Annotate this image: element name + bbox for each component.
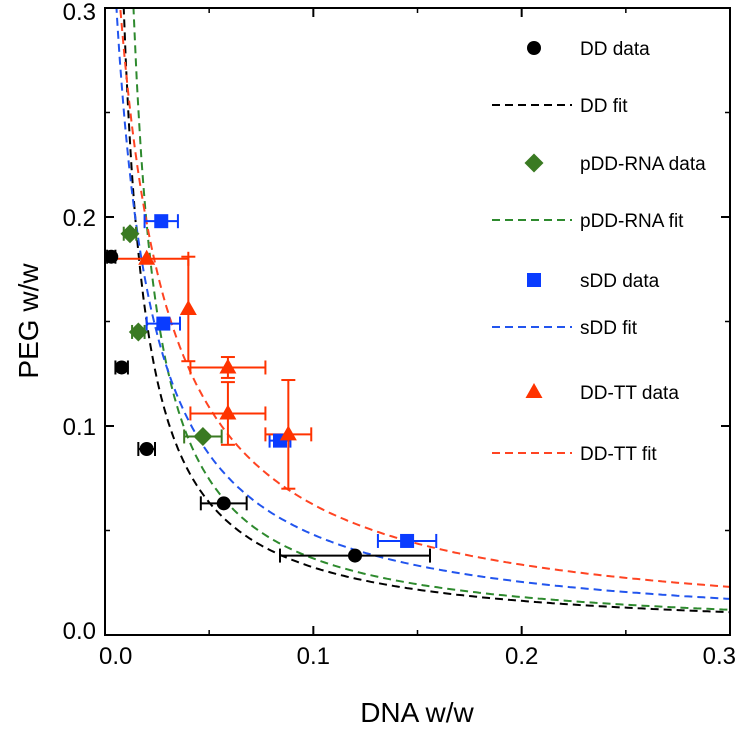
axis-ticks: 0.00.0 0.1 0.1 0.2 0.2 0.3 0.3	[63, 0, 736, 670]
data-point-dd-tt-data	[219, 358, 237, 374]
fit-curve-dd-tt-fit	[119, 8, 730, 588]
legend: DD data DD fit pDD-RNA data pDD-RNA fit sDD …	[492, 39, 706, 465]
x-tick-label: 0.2	[505, 643, 538, 670]
fit-curve-sdd-fit	[115, 8, 730, 600]
data-point-pdd-rna-data	[128, 322, 148, 342]
legend-label-pdd-rna-fit: pDD-RNA fit	[580, 211, 684, 232]
data-point-dd-data	[348, 548, 362, 563]
legend-marker-sdd-data	[527, 273, 541, 287]
data-point-dd-data	[114, 360, 129, 375]
data-point-sdd-data	[400, 533, 415, 548]
y-axis-title: PEG w/w	[13, 263, 44, 379]
y-tick-label: 0.0	[63, 618, 96, 645]
legend-label-sdd-fit: sDD fit	[580, 318, 638, 339]
legend-label-dd-data: DD data	[580, 39, 650, 60]
x-tick-label: 0.1	[297, 643, 330, 670]
fit-curve-dd-fit	[122, 8, 730, 614]
data-point-pdd-rna-data	[120, 224, 140, 244]
data-point-dd-data	[216, 496, 231, 511]
x-axis-title: DNA w/w	[360, 697, 474, 728]
data-points	[104, 214, 415, 563]
legend-label-dd-fit: DD fit	[580, 96, 628, 117]
data-point-sdd-data	[156, 316, 171, 331]
data-point-sdd-data	[154, 214, 169, 229]
x-tick-label: 0.0	[99, 643, 132, 670]
data-point-dd-data	[104, 249, 119, 264]
y-tick-label: 0.1	[63, 414, 96, 441]
legend-label-pdd-rna-data: pDD-RNA data	[580, 154, 706, 175]
data-point-dd-tt-data	[138, 249, 156, 265]
data-point-dd-tt-data	[179, 299, 197, 315]
legend-marker-dd-data	[527, 41, 541, 55]
data-point-pdd-rna-data	[193, 426, 213, 446]
data-point-dd-tt-data	[219, 404, 237, 420]
data-point-dd-tt-data	[279, 425, 297, 441]
y-tick-label: 0.2	[63, 205, 96, 232]
x-tick-label: 0.3	[703, 643, 736, 670]
y-tick-label: 0.3	[63, 0, 96, 26]
fit-curve-pdd-rna-fit	[132, 8, 730, 611]
data-point-dd-data	[139, 441, 154, 456]
legend-label-sdd-data: sDD data	[580, 271, 660, 292]
fit-curves	[115, 8, 730, 614]
error-bars	[104, 214, 438, 563]
legend-marker-dd-tt-data	[525, 383, 543, 398]
legend-label-dd-tt-data: DD-TT data	[580, 383, 679, 404]
legend-marker-pdd-rna-data	[524, 153, 544, 173]
legend-label-dd-tt-fit: DD-TT fit	[580, 444, 657, 465]
